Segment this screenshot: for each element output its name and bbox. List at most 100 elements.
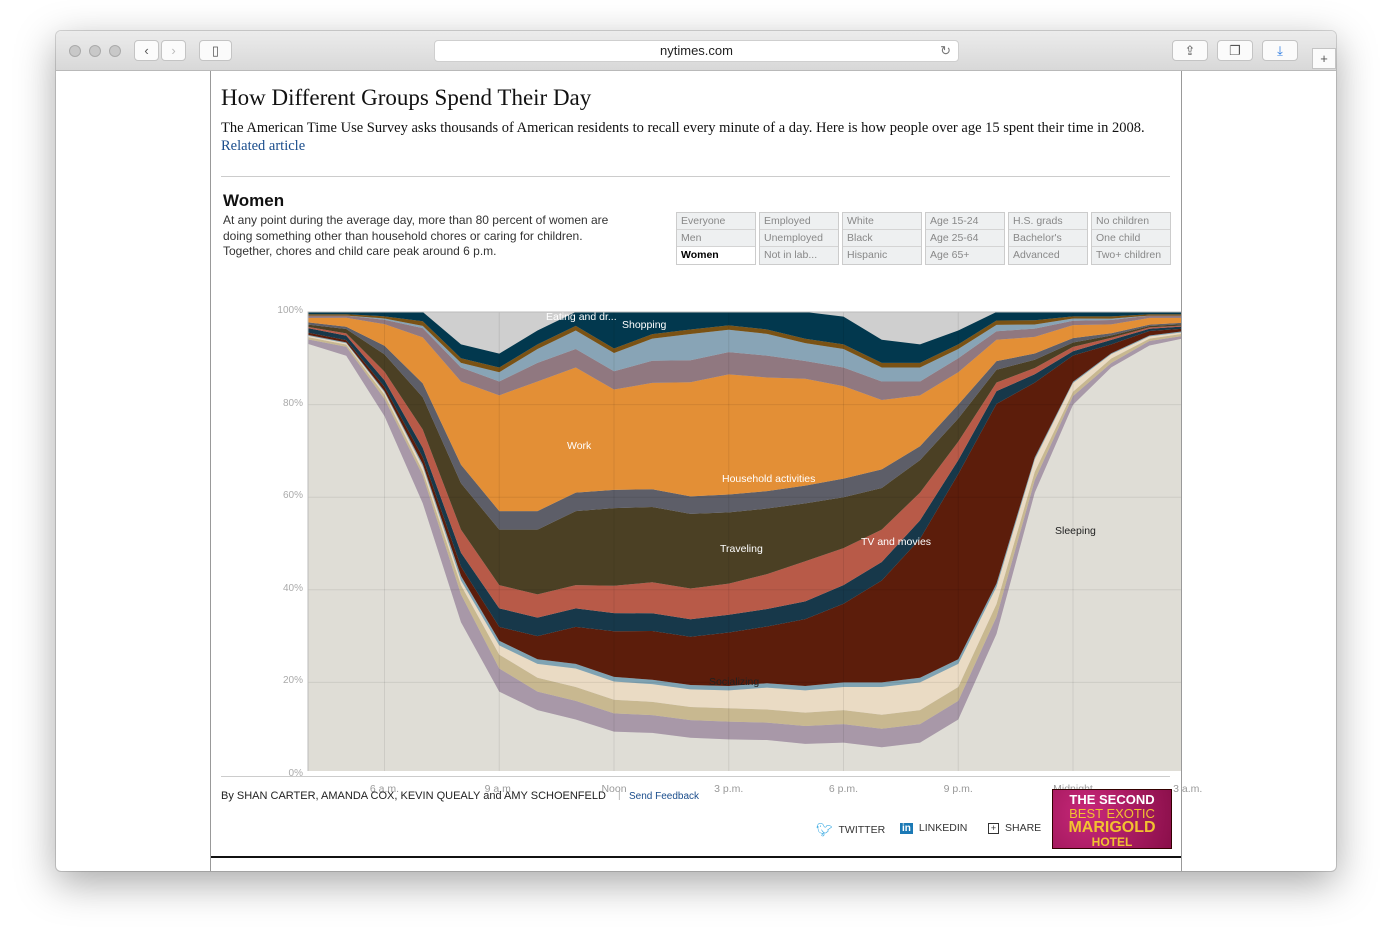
tabs-button[interactable]: ❐ (1217, 40, 1253, 61)
description-text: The American Time Use Survey asks thousa… (221, 120, 1145, 136)
send-feedback-link[interactable]: Send Feedback (629, 791, 700, 802)
label-shopping: Shopping (622, 319, 667, 331)
filter-button[interactable]: Women (677, 247, 755, 264)
twitter-label: TWITTER (838, 824, 886, 836)
download-icon: ⤓ (1277, 43, 1283, 58)
y-tick-label: 0% (288, 768, 303, 779)
back-button[interactable]: ‹ (134, 40, 159, 61)
close-window-button[interactable] (69, 45, 81, 57)
chevron-left-icon: ‹ (144, 43, 149, 58)
page-title: How Different Groups Spend Their Day (221, 85, 592, 110)
filter-column: Employed Unemployed Not in lab... (759, 212, 839, 265)
advertisement[interactable]: THE SECOND BEST EXOTIC MARIGOLD HOTEL (1052, 789, 1172, 849)
area-eating-and-dr-[interactable] (308, 312, 1181, 368)
y-tick-label: 60% (282, 490, 303, 502)
filter-column: No children One child Two+ children (1091, 212, 1171, 265)
label-eating: Eating and dr... (546, 311, 617, 323)
y-tick-label: 100% (277, 305, 303, 316)
filter-button[interactable]: Bachelor's (1009, 230, 1087, 247)
page-description: The American Time Use Survey asks thousa… (221, 119, 1166, 155)
address-bar[interactable]: nytimes.com ↻ (434, 40, 959, 62)
twitter-button[interactable]: 🐦︎ TWITTER (816, 822, 885, 838)
x-tick-label: 3 a.m. (1173, 783, 1203, 795)
filter-button[interactable]: Employed (760, 213, 838, 230)
chevron-right-icon: › (171, 43, 176, 58)
filter-column: Age 15-24 Age 25-64 Age 65+ (925, 212, 1005, 265)
minimize-window-button[interactable] (89, 45, 101, 57)
filter-button[interactable]: Advanced (1009, 247, 1087, 264)
area-shopping[interactable] (308, 315, 1181, 382)
ad-line: HOTEL (1091, 835, 1133, 849)
share-icon: ⇪ (1184, 43, 1196, 58)
reload-icon[interactable]: ↻ (940, 43, 951, 58)
x-tick-label: 6 a.m. (369, 783, 400, 795)
area-layer-11[interactable] (308, 315, 1181, 400)
filter-button[interactable]: Two+ children (1092, 247, 1170, 264)
y-tick-label: 20% (282, 675, 303, 687)
filter-column: H.S. grads Bachelor's Advanced (1008, 212, 1088, 265)
filter-button[interactable]: Unemployed (760, 230, 838, 247)
area-sleeping[interactable] (308, 338, 1181, 771)
filter-button[interactable]: H.S. grads (1009, 213, 1087, 230)
divider (221, 176, 1170, 177)
label-tv: TV and movies (861, 536, 932, 548)
section-title: Women (223, 191, 285, 210)
x-tick-label: 3 p.m. (714, 783, 744, 795)
filter-button[interactable]: Everyone (677, 213, 755, 230)
filter-button[interactable]: Age 65+ (926, 247, 1004, 264)
byline: By SHAN CARTER, AMANDA COX, KEVIN QUEALY… (221, 790, 606, 802)
area-work[interactable] (308, 317, 1181, 512)
related-article-link[interactable]: Related article (221, 138, 306, 154)
filter-button[interactable]: Age 15-24 (926, 213, 1004, 230)
zoom-window-button[interactable] (109, 45, 121, 57)
share-button[interactable]: + SHARE (988, 822, 1041, 834)
filter-button[interactable]: Not in lab... (760, 247, 838, 264)
label-household: Household activities (722, 473, 816, 485)
plot-border (307, 311, 1181, 771)
filter-button[interactable]: Men (677, 230, 755, 247)
linkedin-icon: in (900, 822, 913, 834)
filter-column: Everyone Men Women (676, 212, 756, 265)
section-text: At any point during the average day, mor… (223, 213, 609, 258)
filter-button[interactable]: No children (1092, 213, 1170, 230)
stacked-area-chart (307, 311, 1181, 771)
linkedin-label: LINKEDIN (918, 822, 968, 834)
filter-button[interactable]: Age 25-64 (926, 230, 1004, 247)
y-tick-label: 40% (282, 582, 303, 594)
twitter-icon: 🐦︎ (816, 822, 833, 837)
browser-window: ‹ › ▯ nytimes.com ↻ ⇪ ❐ ⤓ + How Different… (56, 31, 1336, 871)
share-button[interactable]: ⇪ (1172, 40, 1208, 61)
x-tick-label: 9 a.m. (484, 783, 514, 795)
plus-box-icon: + (988, 822, 999, 834)
filter-button[interactable]: One child (1092, 230, 1170, 247)
area-household-activities[interactable] (308, 324, 1181, 595)
label-traveling: Traveling (720, 543, 763, 555)
forward-button[interactable]: › (161, 40, 186, 61)
linkedin-button[interactable]: in LINKEDIN (900, 822, 967, 834)
x-tick-label: 9 p.m. (943, 783, 973, 795)
divider (211, 856, 1181, 858)
tabs-icon: ❐ (1229, 43, 1241, 58)
area-socializing[interactable] (308, 332, 1181, 715)
share-label: SHARE (1005, 822, 1042, 834)
filter-button[interactable]: White (843, 213, 921, 230)
new-tab-button[interactable]: + (1312, 48, 1336, 69)
filter-button[interactable]: Hispanic (843, 247, 921, 264)
label-socializing: Socializing (709, 676, 760, 688)
filter-column: White Black Hispanic (842, 212, 922, 265)
area-tv-and-movies[interactable] (308, 328, 1181, 686)
plus-icon: + (1320, 51, 1328, 66)
downloads-button[interactable]: ⤓ (1262, 40, 1298, 61)
y-tick-label: 80% (282, 397, 303, 409)
sidebar-button[interactable]: ▯ (199, 40, 232, 61)
x-tick-label: Noon (601, 783, 627, 795)
filter-grid: Everyone Men Women Employed Unemployed Not in… (676, 212, 1171, 265)
article: How Different Groups Spend Their Day The… (210, 71, 1202, 871)
separator: | (618, 790, 621, 801)
ad-line: MARIGOLD (1068, 819, 1156, 836)
x-tick-label: 6 p.m. (828, 783, 859, 795)
area-layer-13[interactable] (308, 314, 1181, 373)
filter-button[interactable]: Black (843, 230, 921, 247)
label-sleeping: Sleeping (1055, 525, 1096, 537)
divider (221, 776, 1170, 777)
